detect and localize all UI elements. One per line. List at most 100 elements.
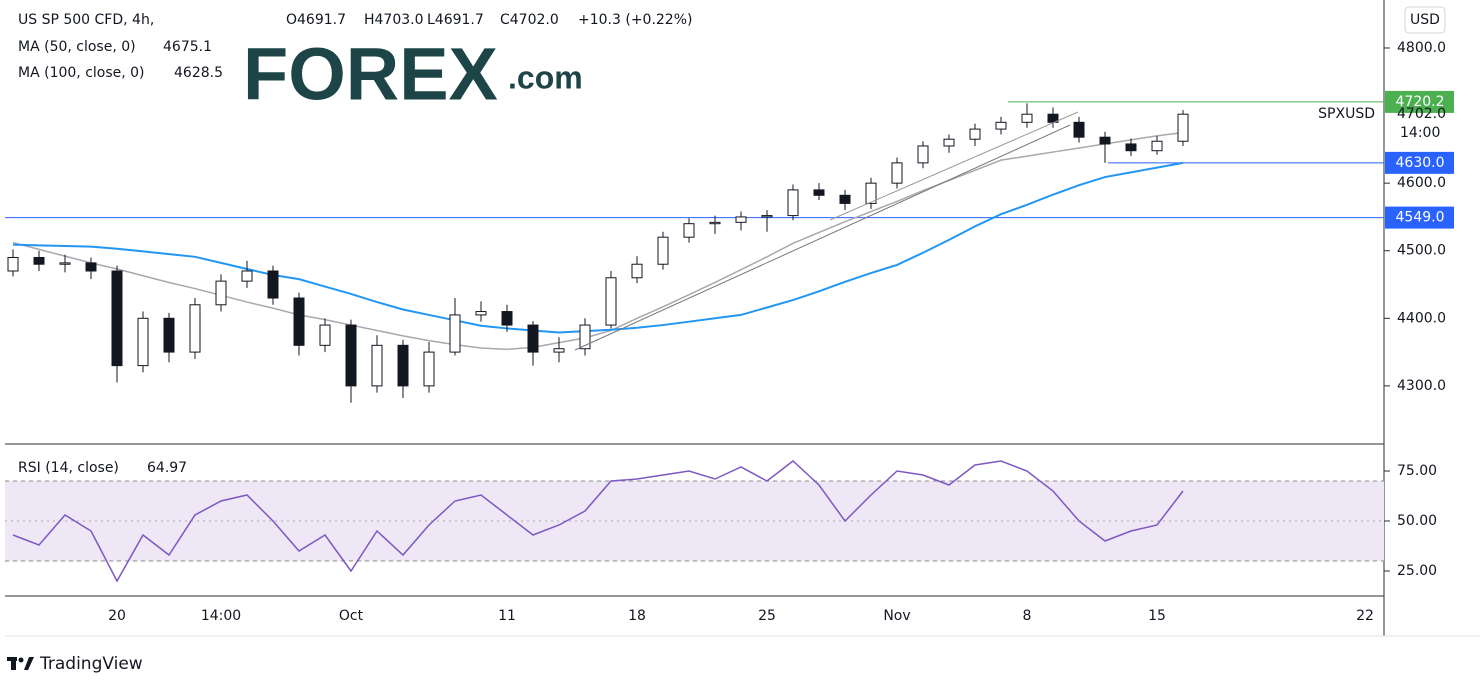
- tradingview-logo: [7, 657, 34, 670]
- y-tick-label: 25.00: [1397, 563, 1437, 579]
- candle-body: [319, 324, 331, 346]
- candle-body: [1125, 143, 1137, 152]
- candle-body: [709, 221, 721, 225]
- candle-body: [761, 215, 773, 218]
- candle-body: [813, 189, 825, 196]
- trend-line: [829, 111, 1079, 221]
- last-price-label: 4702.0: [1397, 106, 1446, 122]
- candle-body: [267, 270, 279, 299]
- candle-body: [137, 317, 149, 367]
- y-tick-label: 4600.0: [1397, 175, 1446, 191]
- last-price-time: 14:00: [1400, 125, 1440, 141]
- candle-body: [553, 348, 565, 353]
- plot-area: 4300.0 4400.0 4500.0 4600.0 4800.0 4720.2 4630…: [5, 40, 1454, 624]
- x-tick-label: 11: [498, 608, 516, 624]
- level-label-box: [1385, 151, 1454, 174]
- candle-body: [1047, 113, 1059, 123]
- x-tick-label: Oct: [339, 608, 364, 624]
- level-label: 4630.0: [1396, 155, 1445, 171]
- ma100-value: 4628.5: [174, 65, 223, 81]
- candle-body: [1021, 113, 1033, 123]
- candle-body: [943, 138, 955, 147]
- candle-body: [189, 304, 201, 353]
- x-tick-label: 22: [1356, 608, 1374, 624]
- trend-line: [574, 124, 1071, 351]
- candle-body: [995, 121, 1007, 130]
- candle-body: [605, 277, 617, 326]
- candle-body: [1073, 121, 1085, 138]
- candle-body: [345, 324, 357, 387]
- y-tick-label: 75.00: [1397, 463, 1437, 479]
- candle-body: [683, 223, 695, 238]
- ohlc-low: L4691.7: [427, 12, 484, 28]
- candle-body: [917, 145, 929, 164]
- candle-body: [839, 194, 851, 204]
- candle-body: [657, 236, 669, 265]
- ma-line: [12, 131, 1184, 351]
- candle-body: [33, 256, 45, 265]
- x-tick-label: 14:00: [201, 608, 241, 624]
- candle-body: [397, 344, 409, 387]
- candle-body: [7, 256, 19, 272]
- candle-body: [1099, 136, 1111, 145]
- ohlc-change: +10.3 (+0.22%): [578, 12, 692, 28]
- ohlc-open: O4691.7: [286, 12, 346, 28]
- x-tick-label: Nov: [883, 608, 910, 624]
- candle-body: [241, 270, 253, 282]
- symbol-title: US SP 500 CFD, 4h,: [18, 12, 154, 28]
- y-tick-label: 50.00: [1397, 513, 1437, 529]
- level-label: 4549.0: [1396, 210, 1445, 226]
- x-tick-label: 8: [1023, 608, 1032, 624]
- ohlc-close: C4702.0: [500, 12, 559, 28]
- x-tick-label: 15: [1148, 608, 1166, 624]
- candle-body: [735, 216, 747, 223]
- x-tick-label: 25: [758, 608, 776, 624]
- level-label: 4720.2: [1396, 94, 1445, 110]
- level-label-box: [1385, 90, 1454, 113]
- logo-main: FOREX: [243, 33, 498, 116]
- currency-label[interactable]: USD: [1410, 12, 1440, 28]
- candle-body: [1177, 113, 1189, 142]
- y-tick-label: 4800.0: [1397, 40, 1446, 56]
- footer-brand: TradingView: [39, 654, 143, 674]
- candle-body: [59, 262, 71, 265]
- candle-body: [579, 324, 591, 350]
- rsi-band: [5, 481, 1384, 561]
- ma50-value: 4675.1: [163, 39, 212, 55]
- rsi-line: [12, 460, 1184, 583]
- candle-body: [85, 262, 97, 272]
- rsi-title: RSI (14, close): [18, 460, 119, 476]
- ohlc-high: H4703.0: [364, 12, 424, 28]
- y-tick-label: 4300.0: [1397, 378, 1446, 394]
- candle-body: [501, 311, 513, 326]
- rsi-value: 64.97: [147, 460, 187, 476]
- candle-body: [865, 182, 877, 204]
- level-label-box: [1385, 206, 1454, 229]
- candle-body: [423, 351, 435, 387]
- y-tick-label: 4400.0: [1397, 310, 1446, 326]
- ma50-legend: MA (50, close, 0): [18, 39, 136, 55]
- y-tick-label: 4500.0: [1397, 243, 1446, 259]
- ma-line: [12, 161, 1184, 334]
- candle-body: [631, 263, 643, 279]
- candle-body: [1151, 140, 1163, 152]
- candle-body: [787, 189, 799, 217]
- x-tick-label: 20: [108, 608, 126, 624]
- candle-body: [111, 270, 123, 367]
- candle-body: [527, 324, 539, 353]
- candle-body: [293, 297, 305, 346]
- candle-body: [215, 280, 227, 306]
- candle-body: [891, 162, 903, 184]
- candle-body: [371, 344, 383, 387]
- candle-body: [969, 128, 981, 140]
- last-price-symbol: SPXUSD: [1318, 106, 1375, 122]
- x-tick-label: 18: [628, 608, 646, 624]
- candle-body: [163, 317, 175, 353]
- logo-suffix: .com: [508, 59, 583, 95]
- candle-body: [449, 314, 461, 353]
- candle-body: [475, 311, 487, 316]
- currency-button[interactable]: [1404, 6, 1446, 34]
- logo-background: [235, 26, 608, 118]
